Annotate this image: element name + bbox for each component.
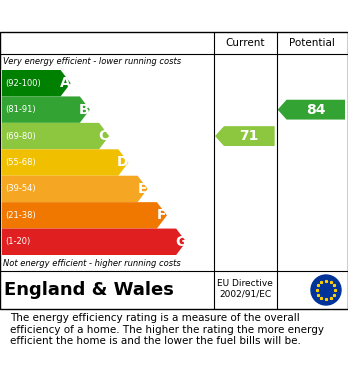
Text: (1-20): (1-20) [5,237,30,246]
Text: (21-38): (21-38) [5,211,36,220]
Text: England & Wales: England & Wales [4,281,174,299]
Text: (55-68): (55-68) [5,158,36,167]
Polygon shape [2,123,109,149]
Text: EU Directive
2002/91/EC: EU Directive 2002/91/EC [218,279,273,299]
Text: (92-100): (92-100) [5,79,41,88]
Polygon shape [2,229,186,255]
Text: Energy Efficiency Rating: Energy Efficiency Rating [10,7,239,25]
Text: Potential: Potential [290,38,335,48]
Text: C: C [98,129,109,143]
Polygon shape [2,176,148,202]
Text: (39-54): (39-54) [5,185,35,194]
Polygon shape [215,126,275,146]
Text: D: D [117,156,129,170]
Text: B: B [79,103,90,117]
Text: G: G [175,235,187,249]
Text: 71: 71 [240,129,259,143]
Text: Very energy efficient - lower running costs: Very energy efficient - lower running co… [3,57,181,66]
Polygon shape [278,100,345,120]
Text: A: A [60,76,71,90]
Text: (69-80): (69-80) [5,131,36,141]
Polygon shape [2,202,167,229]
Polygon shape [2,70,71,97]
Text: Current: Current [226,38,265,48]
Text: F: F [157,208,166,222]
Polygon shape [2,149,128,176]
Polygon shape [2,97,90,123]
Circle shape [311,275,341,305]
Text: (81-91): (81-91) [5,105,35,114]
Text: 84: 84 [306,103,325,117]
Text: Not energy efficient - higher running costs: Not energy efficient - higher running co… [3,258,181,267]
Text: The energy efficiency rating is a measure of the overall efficiency of a home. T: The energy efficiency rating is a measur… [10,313,324,346]
Text: E: E [137,182,147,196]
